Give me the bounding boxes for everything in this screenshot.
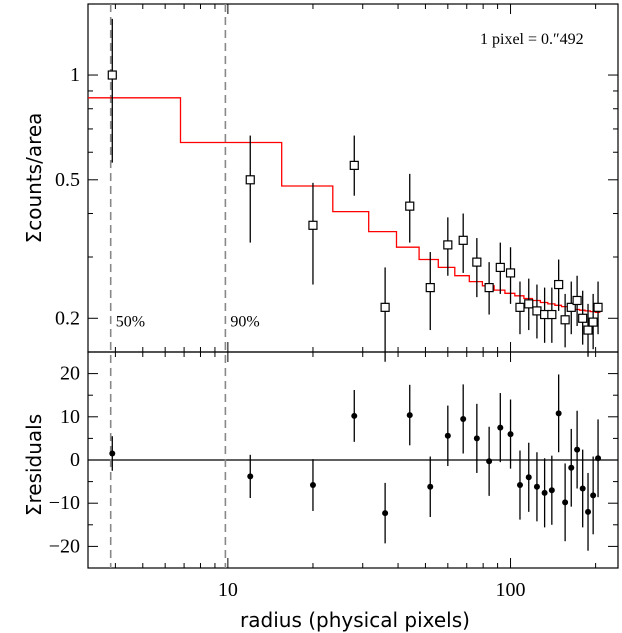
- top-data-point: [458, 235, 468, 245]
- top-data-point: [560, 315, 570, 325]
- residual-point: [497, 424, 504, 431]
- top-data-point: [583, 325, 593, 335]
- top-data-point: [380, 302, 390, 312]
- chart-marks: 50% 90%: [88, 4, 603, 568]
- top-y-tick-label: 0.5: [55, 169, 80, 191]
- residual-point: [309, 482, 316, 489]
- top-data-point: [405, 201, 415, 211]
- top-data-point: [349, 160, 359, 170]
- residual-point: [568, 464, 575, 471]
- residual-point: [382, 510, 389, 517]
- residual-point: [562, 499, 569, 506]
- residual-point: [473, 435, 480, 442]
- top-data-point: [566, 302, 576, 312]
- top-y-axis-label: Σcounts/area: [22, 113, 46, 244]
- residual-point: [533, 483, 540, 490]
- top-data-point: [554, 279, 564, 290]
- residual-point: [574, 446, 581, 453]
- top-data-point: [425, 283, 435, 293]
- residual-point: [516, 482, 523, 489]
- top-data-point: [107, 70, 117, 80]
- top-panel: 0.2 0.5 1: [55, 3, 619, 568]
- top-data-point: [515, 302, 525, 312]
- x-tick-label: 100: [496, 579, 526, 601]
- residual-point: [595, 455, 602, 462]
- model-step-line: [88, 97, 601, 313]
- top-data-point: [443, 240, 453, 250]
- residual-point: [427, 483, 434, 490]
- top-plot-frame: [87, 3, 619, 353]
- residual-point: [585, 508, 592, 515]
- top-data-point: [245, 175, 255, 185]
- top-data-point: [572, 295, 582, 306]
- percentile-label: 50%: [116, 313, 145, 330]
- residual-point: [579, 485, 586, 492]
- residual-point: [555, 410, 562, 417]
- residual-point: [460, 415, 467, 422]
- top-data-point: [484, 283, 494, 293]
- residual-point: [444, 432, 451, 439]
- top-y-tick-label: 0.2: [55, 307, 80, 329]
- residual-point: [590, 492, 597, 499]
- bottom-y-axis-label: Σresiduals: [22, 414, 46, 516]
- top-y-tick-label: 1: [70, 64, 80, 86]
- top-data-point: [308, 220, 318, 230]
- residual-point: [247, 473, 254, 480]
- bottom-panel: 10 100 −20 −10 0 10 20: [49, 351, 619, 601]
- residual-point: [525, 474, 532, 481]
- x-axis-label: radius (physical pixels): [240, 608, 470, 632]
- top-data-point: [547, 309, 557, 320]
- pixel-scale-annotation: 1 pixel = 0.″492: [480, 31, 584, 48]
- top-data-point: [578, 313, 588, 323]
- bottom-y-tick-label: −20: [49, 535, 80, 557]
- x-tick-label: 10: [218, 579, 238, 601]
- residual-point: [351, 412, 358, 419]
- bottom-y-tick-label: 20: [60, 363, 80, 385]
- bottom-y-tick-label: 0: [70, 449, 80, 471]
- residual-point: [548, 487, 555, 494]
- residual-point: [406, 412, 413, 419]
- top-data-point: [524, 299, 534, 309]
- bottom-y-tick-label: 10: [60, 406, 80, 428]
- residual-point: [507, 431, 514, 438]
- top-data-point: [588, 317, 598, 327]
- top-data-point: [532, 306, 542, 316]
- top-data-point: [593, 302, 603, 312]
- residual-point: [486, 458, 493, 465]
- residual-point: [109, 450, 116, 457]
- residual-point: [541, 489, 548, 496]
- bottom-y-tick-label: −10: [49, 492, 80, 514]
- percentile-label: 90%: [230, 313, 259, 330]
- top-data-point: [505, 268, 516, 278]
- top-data-point: [472, 257, 482, 267]
- top-data-point: [495, 262, 505, 273]
